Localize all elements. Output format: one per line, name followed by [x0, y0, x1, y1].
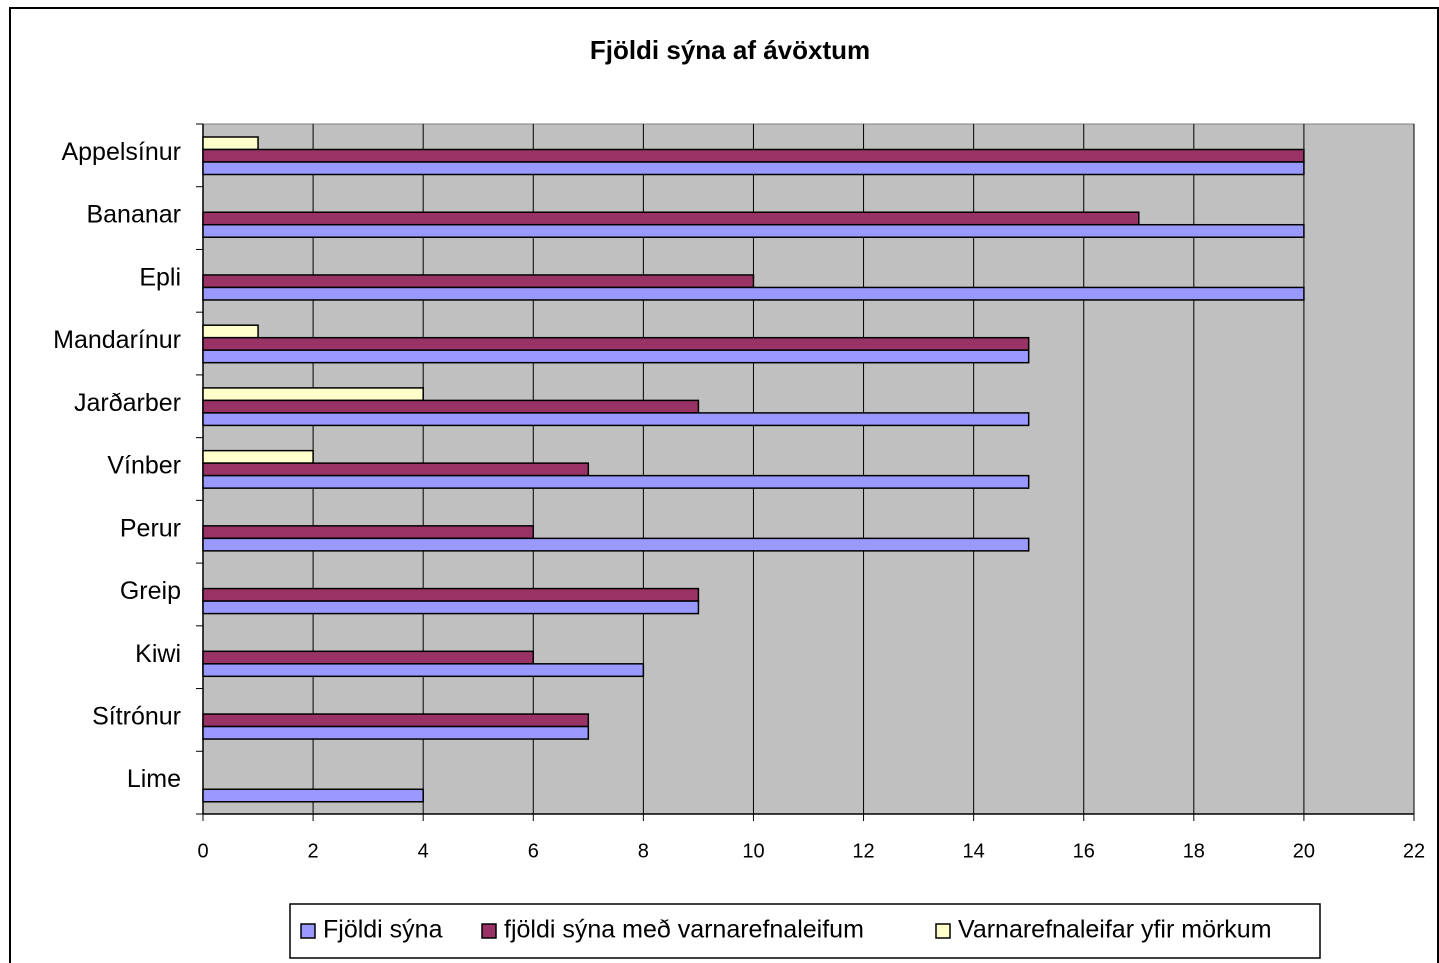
x-tick-label: 6 — [528, 840, 539, 862]
x-tick-label: 10 — [742, 840, 764, 862]
bar — [202, 274, 755, 289]
x-tick-label: 12 — [852, 840, 874, 862]
bar — [202, 324, 259, 339]
bar — [202, 462, 590, 477]
y-tick-label: Vínber — [107, 452, 181, 480]
bar — [202, 161, 1305, 176]
bar — [202, 336, 1030, 351]
y-tick-label: Jarðarber — [74, 389, 181, 417]
legend-label: Varnarefnaleifar yfir mörkum — [958, 916, 1272, 944]
legend-label: Fjöldi sýna — [323, 916, 443, 944]
x-tick-label: 8 — [638, 840, 649, 862]
x-tick-label: 4 — [418, 840, 429, 862]
bar — [202, 587, 700, 602]
y-tick-label: Sítrónur — [92, 703, 181, 731]
legend-label: fjöldi sýna með varnarefnaleifum — [504, 916, 864, 944]
bar — [202, 148, 1305, 163]
chart-title: Fjöldi sýna af ávöxtum — [590, 35, 870, 65]
x-tick-label: 16 — [1073, 840, 1095, 862]
bar — [202, 713, 590, 728]
legend-swatch — [481, 923, 497, 939]
y-tick-label: Kiwi — [135, 640, 181, 668]
bar — [202, 412, 1030, 427]
x-tick-label: 0 — [197, 840, 208, 862]
bar — [202, 399, 700, 414]
y-tick-label: Appelsínur — [61, 138, 181, 166]
bar — [202, 211, 1140, 226]
bar — [202, 387, 424, 402]
bar — [202, 725, 590, 740]
legend-swatch — [935, 923, 951, 939]
bar — [202, 223, 1305, 238]
y-tick-label: Perur — [120, 514, 181, 542]
bar — [202, 349, 1030, 364]
y-tick-label: Lime — [127, 765, 181, 793]
bar — [202, 449, 314, 464]
bar — [202, 663, 645, 678]
x-tick-label: 20 — [1293, 840, 1315, 862]
bar — [202, 537, 1030, 552]
y-tick-label: Greip — [120, 577, 181, 605]
legend — [289, 903, 1321, 959]
legend-swatch — [300, 923, 316, 939]
bar — [202, 525, 535, 540]
x-tick-label: 2 — [308, 840, 319, 862]
y-tick-label: Epli — [139, 263, 181, 291]
y-tick-label: Bananar — [86, 201, 181, 229]
x-tick-label: 14 — [963, 840, 985, 862]
x-tick-label: 18 — [1183, 840, 1205, 862]
bar — [202, 136, 259, 151]
bar — [202, 650, 535, 665]
bar — [202, 474, 1030, 489]
bar — [202, 600, 700, 615]
bar — [202, 788, 424, 803]
bar — [202, 286, 1305, 301]
x-tick-label: 22 — [1403, 840, 1425, 862]
y-tick-label: Mandarínur — [53, 326, 181, 354]
